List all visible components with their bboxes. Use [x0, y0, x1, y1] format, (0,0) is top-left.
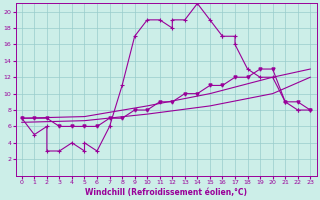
- X-axis label: Windchill (Refroidissement éolien,°C): Windchill (Refroidissement éolien,°C): [85, 188, 247, 197]
